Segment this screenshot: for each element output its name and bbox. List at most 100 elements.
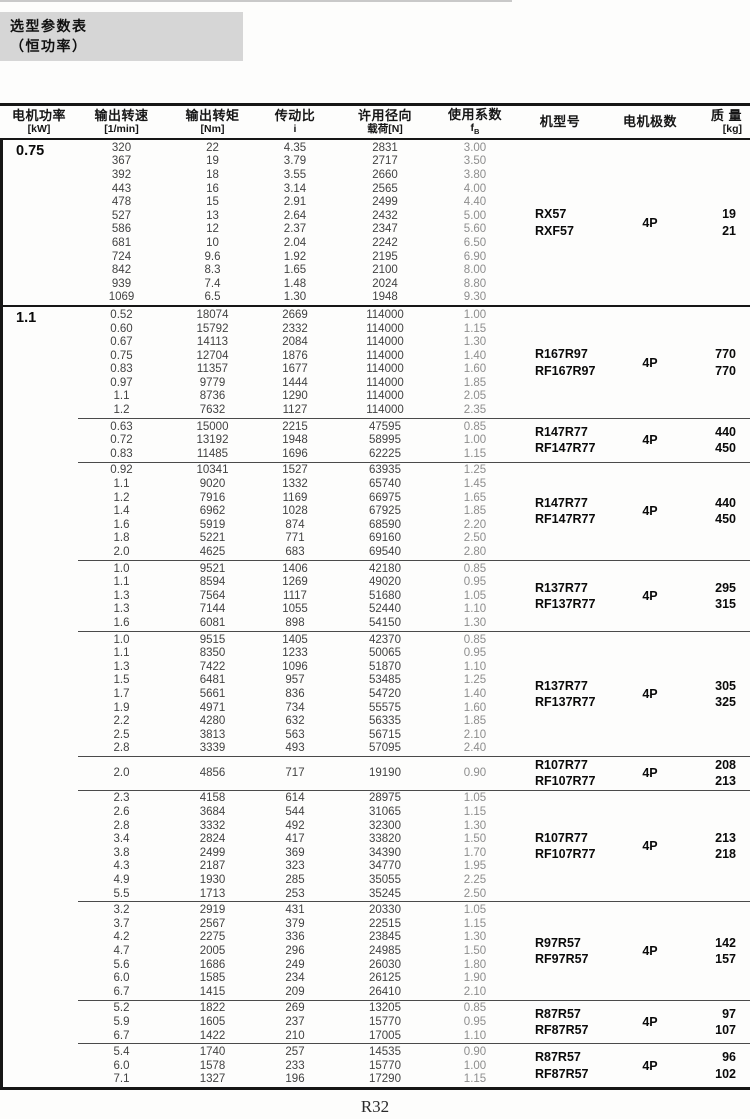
service-factor-cell: 1.85 [463, 376, 487, 389]
model-name: R97R57 [535, 935, 581, 950]
pole-count: 4P [642, 839, 658, 853]
service-factor-cell: 0.85 [463, 1002, 487, 1015]
header-ratio: 传动比 i [274, 107, 316, 135]
model-block: 320 22 4.35 2831 3.00 367 19 3.79 2717 3.50 392 18 3… [78, 140, 750, 305]
mass-value: 21 [722, 223, 736, 238]
table-row: 1.1 8594 1269 49020 0.95 [78, 575, 510, 589]
radial-load-cell: 15770 [369, 1059, 401, 1072]
table-row: 5.2 1822 269 13205 0.85 [78, 1002, 510, 1016]
model-cell: R137R77 RF137R77 [510, 678, 610, 711]
speed-cell: 0.67 [110, 336, 133, 349]
model-name: RX57 [535, 207, 567, 222]
mass-value: 450 [715, 441, 736, 456]
table-row: 2.6 3684 544 31065 1.15 [78, 805, 510, 819]
speed-cell: 1.2 [113, 404, 130, 417]
table-row: 1.3 7144 1055 52440 1.10 [78, 603, 510, 617]
power-group: 1.1 0.52 18074 2669 114000 1.00 0.60 15792 2332 1… [3, 305, 750, 1087]
torque-cell: 4971 [199, 701, 226, 714]
table-row: 586 12 2.37 2347 5.60 [78, 223, 510, 237]
table-row: 2.3 4158 614 28975 1.05 [78, 792, 510, 806]
speed-cell: 320 [111, 141, 132, 154]
service-factor-cell: 3.80 [463, 168, 487, 181]
speed-cell: 5.4 [113, 1046, 130, 1059]
table-row: 478 15 2.91 2499 4.40 [78, 195, 510, 209]
model-name: R87R57 [535, 1050, 581, 1065]
torque-cell: 1578 [199, 1059, 226, 1072]
ratio-cell: 1290 [282, 390, 308, 403]
torque-cell: 1327 [199, 1073, 226, 1086]
model-name: R87R57 [535, 1006, 581, 1021]
torque-cell: 8736 [199, 390, 226, 403]
block-right: RX57 RXF57 4P 19 21 [510, 140, 750, 305]
model-cell: R97R57 RF97R57 [510, 935, 610, 968]
page-title: 选型参数表 （恒功率） [0, 12, 243, 61]
header-output-speed: 输出转速 [1/min] [94, 107, 149, 135]
model-cell: R87R57 RF87R57 [510, 1006, 610, 1039]
table-row: 1.0 9521 1406 42180 0.85 [78, 562, 510, 576]
table-row: 1.1 9020 1332 65740 1.45 [78, 477, 510, 491]
service-factor-cell: 1.65 [463, 491, 487, 504]
ratio-cell: 957 [285, 674, 305, 687]
torque-cell: 2275 [199, 931, 226, 944]
torque-cell: 13192 [196, 434, 229, 447]
table-row: 1.4 6962 1028 67925 1.85 [78, 504, 510, 518]
service-factor-cell: 1.45 [463, 478, 487, 491]
service-factor-cell: 1.05 [463, 792, 487, 805]
model-name: RF87R57 [535, 1022, 589, 1037]
header-output-torque: 输出转矩 [Nm] [185, 107, 240, 135]
table-row: 6.7 1415 209 26410 2.10 [78, 985, 510, 999]
speed-cell: 2.0 [113, 546, 130, 559]
mass-value: 440 [715, 495, 736, 510]
radial-load-cell: 31065 [369, 806, 401, 819]
radial-load-cell: 2565 [372, 182, 398, 195]
model-block: 0.52 18074 2669 114000 1.00 0.60 15792 2332 1140… [78, 307, 750, 418]
torque-cell: 1686 [199, 958, 226, 971]
radial-load-cell: 2831 [372, 141, 398, 154]
model-block: 5.4 1740 257 14535 0.90 6.0 1578 233 15770 1.00 7.… [78, 1043, 750, 1087]
speed-cell: 478 [111, 196, 132, 209]
table-row: 0.72 13192 1948 58995 1.00 [78, 433, 510, 447]
service-factor-cell: 1.15 [463, 322, 487, 335]
service-factor-cell: 1.15 [463, 447, 487, 460]
service-factor-cell: 8.00 [463, 264, 487, 277]
model-cell: R137R77 RF137R77 [510, 580, 610, 613]
radial-load-cell: 51680 [369, 589, 401, 602]
power-group-blocks: 320 22 4.35 2831 3.00 367 19 3.79 2717 3.50 392 18 3… [78, 140, 750, 305]
service-factor-cell: 1.10 [463, 603, 487, 616]
service-factor-cell: 1.60 [463, 363, 487, 376]
block-rows: 1.0 9515 1405 42370 0.85 1.1 8350 1233 50065 0.95… [78, 632, 510, 756]
ratio-cell: 2.04 [283, 236, 307, 249]
ratio-cell: 2332 [282, 322, 308, 335]
torque-cell: 15792 [196, 322, 229, 335]
service-factor-cell: 1.30 [463, 336, 487, 349]
speed-cell: 1.6 [113, 616, 130, 629]
mass-value: 102 [715, 1066, 736, 1081]
torque-cell: 6481 [199, 674, 226, 687]
ratio-cell: 1269 [282, 576, 308, 589]
ratio-cell: 1.30 [283, 291, 307, 304]
model-name: RF97R57 [535, 951, 589, 966]
header-motor-power: 电机功率 [kW] [11, 107, 66, 135]
radial-load-cell: 42370 [369, 633, 401, 646]
speed-cell: 7.1 [113, 1073, 130, 1086]
model-block: 0.92 10341 1527 63935 1.25 1.1 9020 1332 65740 1.… [78, 461, 750, 560]
speed-cell: 2.6 [113, 806, 130, 819]
ratio-cell: 717 [285, 766, 305, 779]
block-rows: 320 22 4.35 2831 3.00 367 19 3.79 2717 3.50 392 18 3… [78, 140, 510, 305]
torque-cell: 8.3 [204, 264, 221, 277]
model-cell: RX57 RXF57 [510, 206, 610, 239]
service-factor-cell: 1.10 [463, 660, 487, 673]
torque-cell: 3813 [199, 728, 226, 741]
torque-cell: 9515 [199, 633, 226, 646]
speed-cell: 586 [111, 223, 132, 236]
pole-count: 4P [642, 686, 658, 701]
table-row: 392 18 3.55 2660 3.80 [78, 168, 510, 182]
model-cell: R147R77 RF147R77 [510, 424, 610, 457]
table-row: 1.5 6481 957 53485 1.25 [78, 674, 510, 688]
radial-load-cell: 2100 [372, 264, 398, 277]
service-factor-cell: 2.35 [463, 404, 487, 417]
table-row: 0.83 11357 1677 114000 1.60 [78, 363, 510, 377]
table-row: 5.5 1713 253 35245 2.50 [78, 887, 510, 901]
ratio-cell: 1406 [282, 562, 308, 575]
model-name: RF147R77 [535, 441, 596, 456]
